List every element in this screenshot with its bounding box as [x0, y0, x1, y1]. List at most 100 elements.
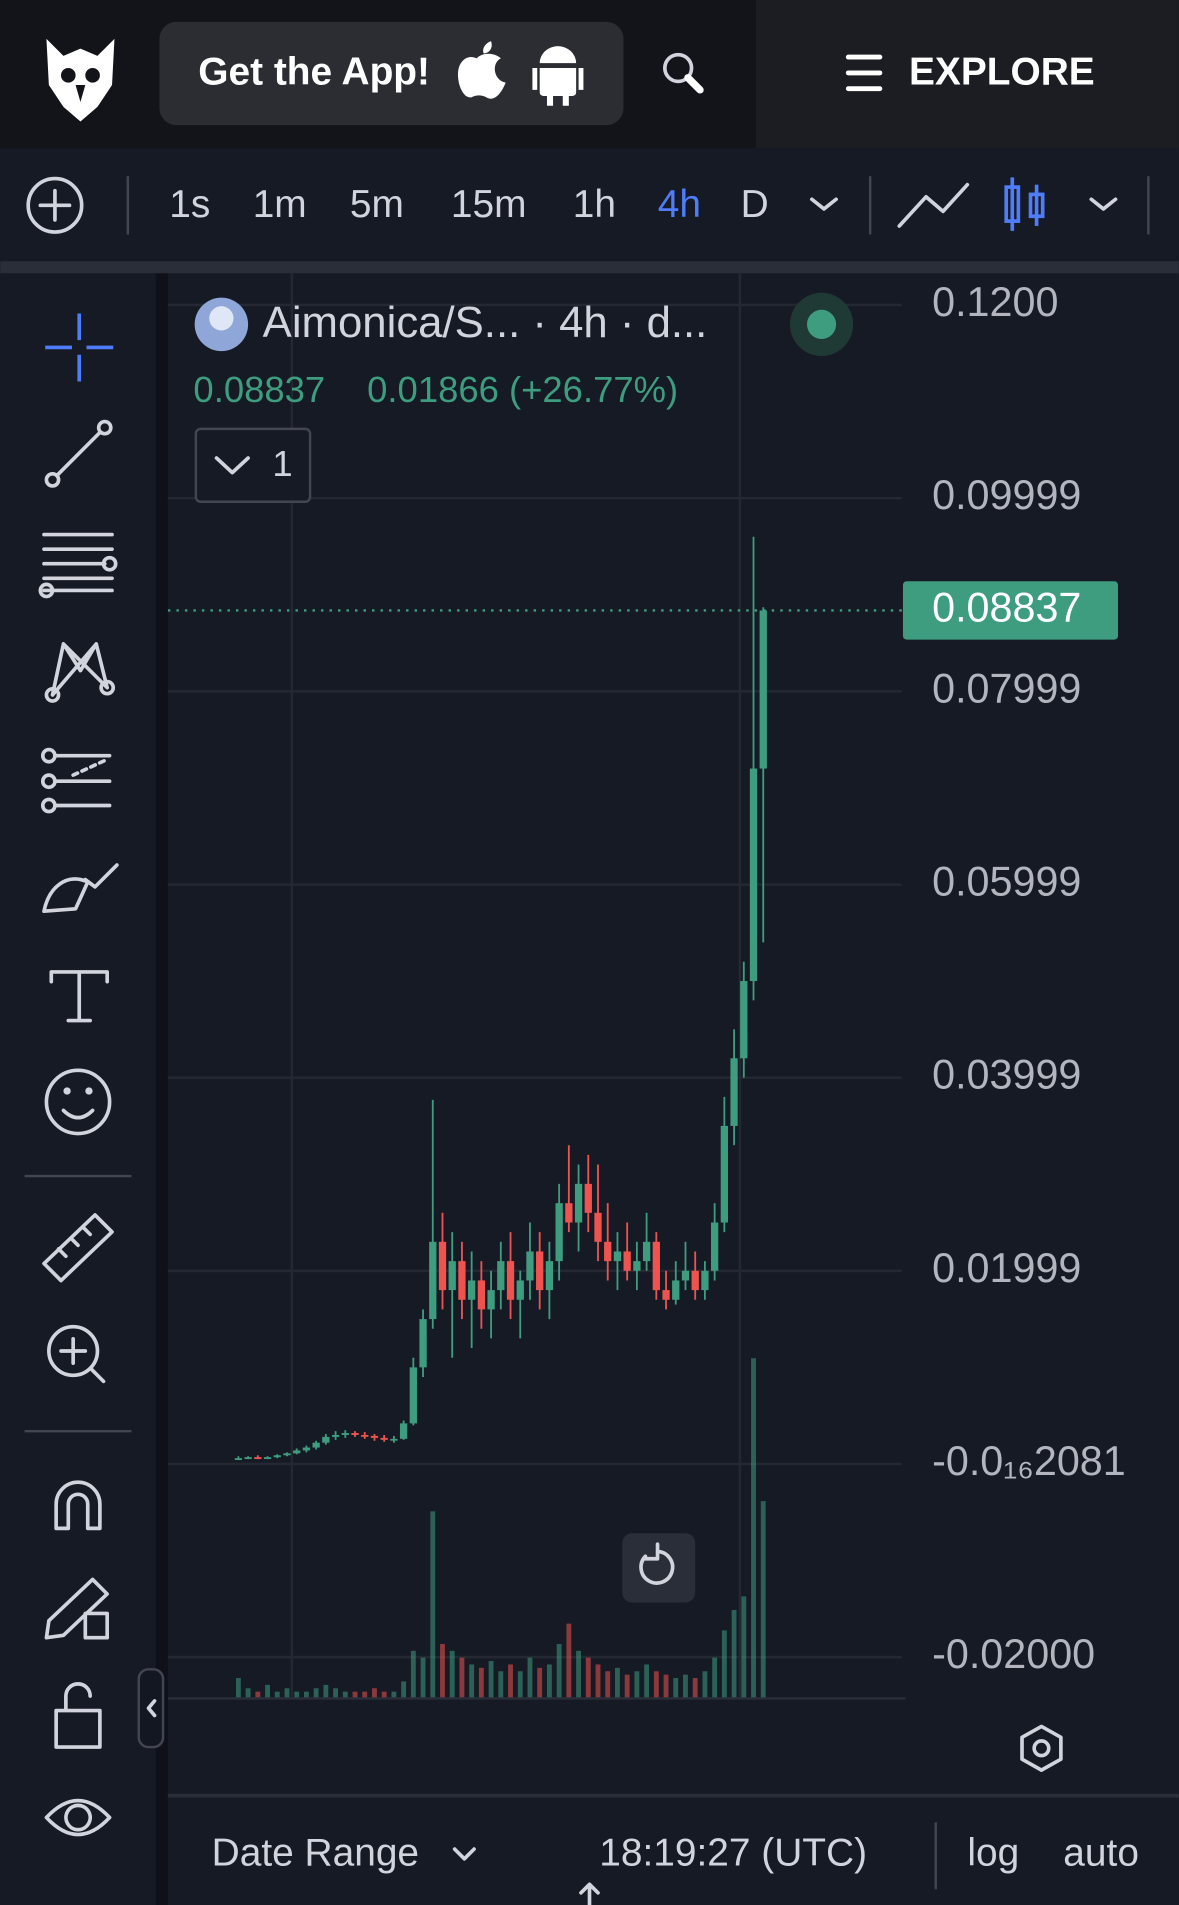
- candle-body: [730, 1058, 738, 1126]
- candle-body: [438, 1241, 447, 1291]
- interval-dropdown[interactable]: [810, 197, 838, 211]
- auto-toggle[interactable]: auto: [1063, 1831, 1139, 1874]
- volume-bar: [644, 1664, 650, 1699]
- stroke: [59, 1337, 106, 1384]
- drawing-toolbar: [0, 273, 156, 1905]
- ruler-tool[interactable]: [42, 1213, 114, 1283]
- candle-body: [497, 1261, 505, 1291]
- zoom-tool[interactable]: [47, 1324, 106, 1384]
- stroke: [55, 430, 102, 477]
- emoji-tool[interactable]: [44, 1068, 112, 1136]
- magnet-tool[interactable]: [54, 1480, 102, 1531]
- face: [44, 1068, 112, 1136]
- collapse-arrow: [146, 1699, 157, 1718]
- android-icon: [532, 46, 584, 106]
- pane-toggle-arrow: [214, 456, 250, 475]
- clock: 18:19:27 (UTC): [599, 1831, 867, 1874]
- volume-bar: [576, 1650, 581, 1699]
- handle: [101, 555, 118, 572]
- log-toggle[interactable]: log: [967, 1831, 1019, 1874]
- footer: [167, 1795, 1179, 1905]
- volume-bar: [235, 1678, 241, 1699]
- candle-body: [380, 1437, 388, 1440]
- stroke: [71, 758, 107, 777]
- date-range-button[interactable]: Date Range: [212, 1831, 419, 1874]
- trend-line-tool[interactable]: [44, 419, 113, 488]
- interval-button[interactable]: 1m: [253, 183, 307, 226]
- volume-bar: [284, 1688, 290, 1699]
- date-range-arrow: [452, 1847, 476, 1861]
- scroll-indicator: [579, 1882, 600, 1905]
- owl-eye: [61, 68, 76, 83]
- volume-bar: [712, 1657, 718, 1699]
- token-avatar-face: [209, 306, 234, 331]
- eye: [85, 1087, 93, 1095]
- y-tick-label: 0.1200: [932, 279, 1058, 325]
- candle-body: [283, 1453, 291, 1456]
- crosshair-tool[interactable]: [45, 313, 114, 382]
- plus: [38, 188, 72, 222]
- handle: [44, 471, 61, 488]
- volume-bar: [605, 1671, 611, 1699]
- prediction-tool[interactable]: [40, 747, 112, 814]
- lock-drawings-tool[interactable]: [44, 1577, 109, 1640]
- visibility-tool[interactable]: [44, 1798, 112, 1837]
- line-chart-button[interactable]: [897, 182, 970, 228]
- get-app-button[interactable]: [159, 21, 624, 126]
- settings-dot: [1032, 1739, 1051, 1758]
- volume-bar: [459, 1657, 465, 1699]
- toolbar: [0, 148, 1179, 262]
- smile: [61, 1108, 95, 1120]
- volume-bar: [663, 1674, 669, 1699]
- legend-price: 0.08837: [193, 369, 325, 410]
- pane-toggle[interactable]: [194, 427, 312, 503]
- volume-bar: [692, 1678, 698, 1699]
- add-symbol-button[interactable]: [26, 176, 84, 234]
- last-price-badge: [902, 581, 1118, 640]
- logo[interactable]: [46, 38, 115, 122]
- brush-tool[interactable]: [42, 863, 119, 914]
- settings-button[interactable]: [1020, 1724, 1063, 1772]
- volume-bar: [303, 1691, 309, 1699]
- volume-bar: [245, 1688, 251, 1699]
- get-app-label: Get the App!: [198, 50, 430, 93]
- menu-icon[interactable]: [845, 54, 883, 92]
- y-tick-label: -0.02000: [932, 1631, 1095, 1677]
- stroke: [42, 532, 114, 593]
- candle-chart-button[interactable]: [1004, 177, 1045, 231]
- candle-body: [642, 1241, 651, 1262]
- explore-button[interactable]: EXPLORE: [909, 50, 1095, 93]
- interval-button[interactable]: 4h: [658, 183, 701, 226]
- lock-tool[interactable]: [54, 1682, 102, 1749]
- candle-body: [468, 1280, 476, 1300]
- candle-body: [574, 1183, 583, 1223]
- interval-button[interactable]: 1s: [169, 183, 210, 226]
- volume-bar: [760, 1501, 766, 1699]
- interval-button[interactable]: 15m: [451, 183, 527, 226]
- y-tick-label: -0.0₁₆2081: [932, 1438, 1126, 1484]
- pane-count: 1: [272, 443, 292, 484]
- interval-button[interactable]: 1h: [573, 183, 616, 226]
- candle-body: [322, 1436, 330, 1443]
- volume-bar: [313, 1688, 319, 1699]
- pattern-tool[interactable]: [44, 642, 116, 703]
- interval-button[interactable]: 5m: [350, 183, 404, 226]
- candle-body: [361, 1434, 369, 1437]
- interval-button[interactable]: D: [741, 183, 769, 226]
- candle-body: [293, 1450, 301, 1454]
- volume-bar: [488, 1661, 494, 1699]
- search-button[interactable]: [663, 52, 704, 94]
- owl-head: [46, 38, 115, 122]
- volume-bar: [556, 1644, 562, 1699]
- text-tool[interactable]: [49, 970, 109, 1023]
- reset-button[interactable]: [622, 1533, 696, 1603]
- volume-bar: [624, 1674, 630, 1699]
- collapse-tab[interactable]: [137, 1668, 165, 1749]
- volume-bar: [342, 1691, 348, 1699]
- fib-tool[interactable]: [38, 532, 118, 599]
- candle-body: [399, 1423, 408, 1439]
- handle: [44, 687, 61, 703]
- chart-type-dropdown[interactable]: [1089, 197, 1118, 211]
- candle-body: [623, 1251, 631, 1271]
- candle-body: [351, 1433, 359, 1435]
